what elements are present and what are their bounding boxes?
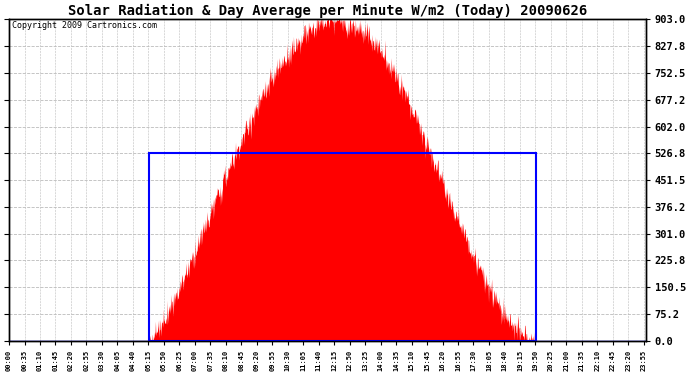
Bar [149, 153, 536, 340]
Title: Solar Radiation & Day Average per Minute W/m2 (Today) 20090626: Solar Radiation & Day Average per Minute… [68, 4, 587, 18]
Text: Copyright 2009 Cartronics.com: Copyright 2009 Cartronics.com [12, 21, 157, 30]
